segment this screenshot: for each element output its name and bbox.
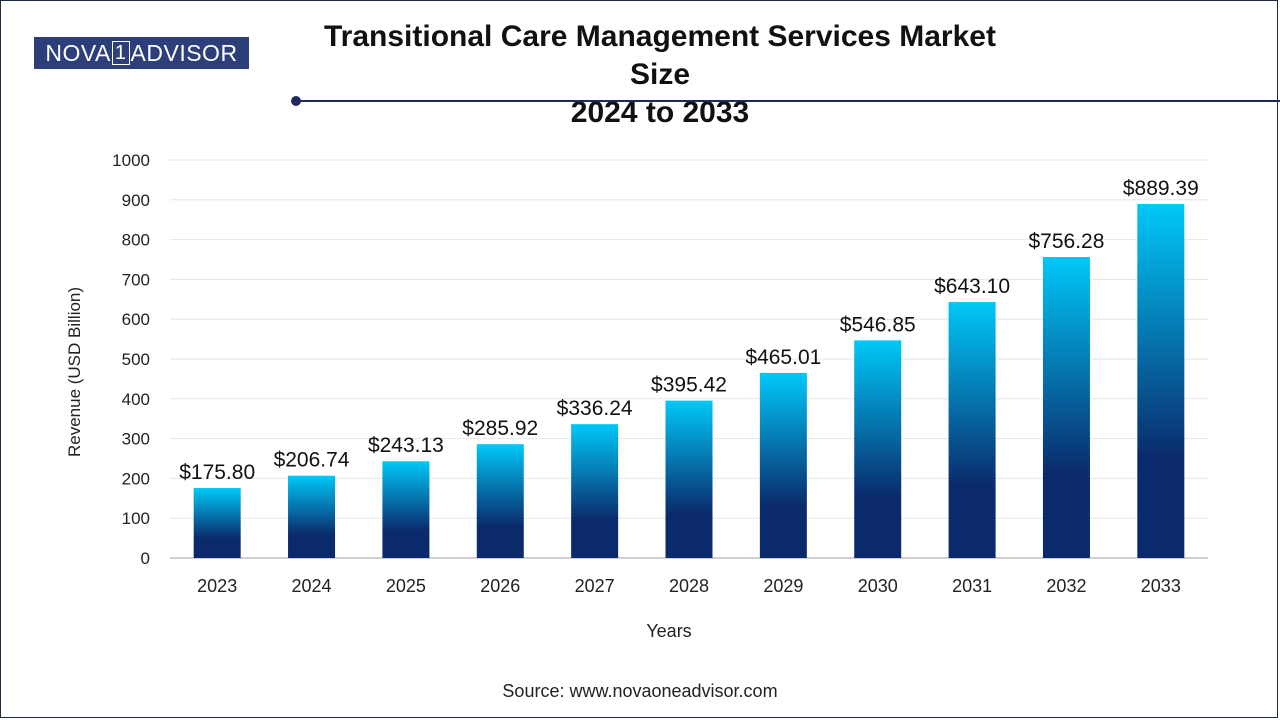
y-tick-label: 200 — [122, 469, 150, 488]
data-labels: $175.80 $206.74 $243.13 $285.92 $336.24 $395.… — [179, 177, 1199, 484]
y-axis-title: Revenue (USD Billion) — [65, 287, 84, 457]
y-tick-label: 300 — [122, 430, 150, 449]
y-tick-label: 1000 — [112, 151, 150, 170]
data-label-2024: $206.74 — [274, 449, 350, 472]
x-tick-label-2024: 2024 — [292, 576, 332, 596]
bar-2027 — [571, 424, 619, 558]
bar-2026 — [476, 444, 524, 558]
x-tick-label-2031: 2031 — [952, 576, 992, 596]
y-tick-label: 700 — [122, 270, 150, 289]
y-tick-label: 900 — [122, 191, 150, 210]
x-tick-label-2023: 2023 — [197, 576, 237, 596]
bar-2033 — [1137, 204, 1185, 559]
bar-2029 — [759, 372, 807, 558]
y-tick-label: 800 — [122, 231, 150, 250]
data-label-2023: $175.80 — [179, 461, 255, 484]
source-note: Source: www.novaoneadvisor.com — [502, 681, 778, 701]
data-label-2026: $285.92 — [462, 417, 538, 440]
data-label-2029: $465.01 — [745, 346, 821, 369]
y-tick-label: 600 — [122, 310, 150, 329]
x-tick-label-2028: 2028 — [669, 576, 709, 596]
logo-text-one: 1 — [111, 41, 130, 65]
x-tick-label-2029: 2029 — [763, 576, 803, 596]
y-tick-label: 400 — [122, 390, 150, 409]
axis-ticks: 0 100 200 300 400 500 600 700 800 900 1000 2023 2024… — [112, 151, 1181, 596]
data-label-2025: $243.13 — [368, 434, 444, 457]
bar-2030 — [854, 340, 902, 558]
bar-2028 — [665, 400, 713, 558]
x-tick-label-2027: 2027 — [575, 576, 615, 596]
data-label-2031: $643.10 — [934, 275, 1010, 298]
bar-2024 — [288, 475, 336, 558]
x-axis-title: Years — [646, 621, 691, 641]
y-tick-label: 0 — [141, 549, 150, 568]
data-label-2030: $546.85 — [840, 313, 916, 336]
data-label-2033: $889.39 — [1123, 177, 1199, 200]
x-tick-label-2032: 2032 — [1046, 576, 1086, 596]
bar-2032 — [1042, 257, 1090, 558]
bar-2031 — [948, 302, 996, 558]
x-tick-label-2030: 2030 — [858, 576, 898, 596]
data-label-2032: $756.28 — [1028, 230, 1104, 253]
title-rule — [300, 100, 1280, 102]
data-label-2027: $336.24 — [557, 397, 633, 420]
data-label-2028: $395.42 — [651, 374, 727, 397]
title-rule-dot — [291, 96, 301, 106]
x-tick-label-2033: 2033 — [1141, 576, 1181, 596]
logo-text-nova: NOVA — [45, 39, 111, 66]
bar-2023 — [193, 488, 241, 558]
x-tick-label-2025: 2025 — [386, 576, 426, 596]
chart-title-line1: Transitional Care Management Services Ma… — [324, 20, 996, 91]
bars — [193, 204, 1185, 559]
y-tick-label: 100 — [122, 509, 150, 528]
bar-2025 — [382, 461, 430, 558]
y-tick-label: 500 — [122, 350, 150, 369]
x-tick-label-2026: 2026 — [480, 576, 520, 596]
brand-logo: NOVA 1 ADVISOR — [34, 37, 249, 69]
logo-text-advisor: ADVISOR — [130, 39, 238, 66]
